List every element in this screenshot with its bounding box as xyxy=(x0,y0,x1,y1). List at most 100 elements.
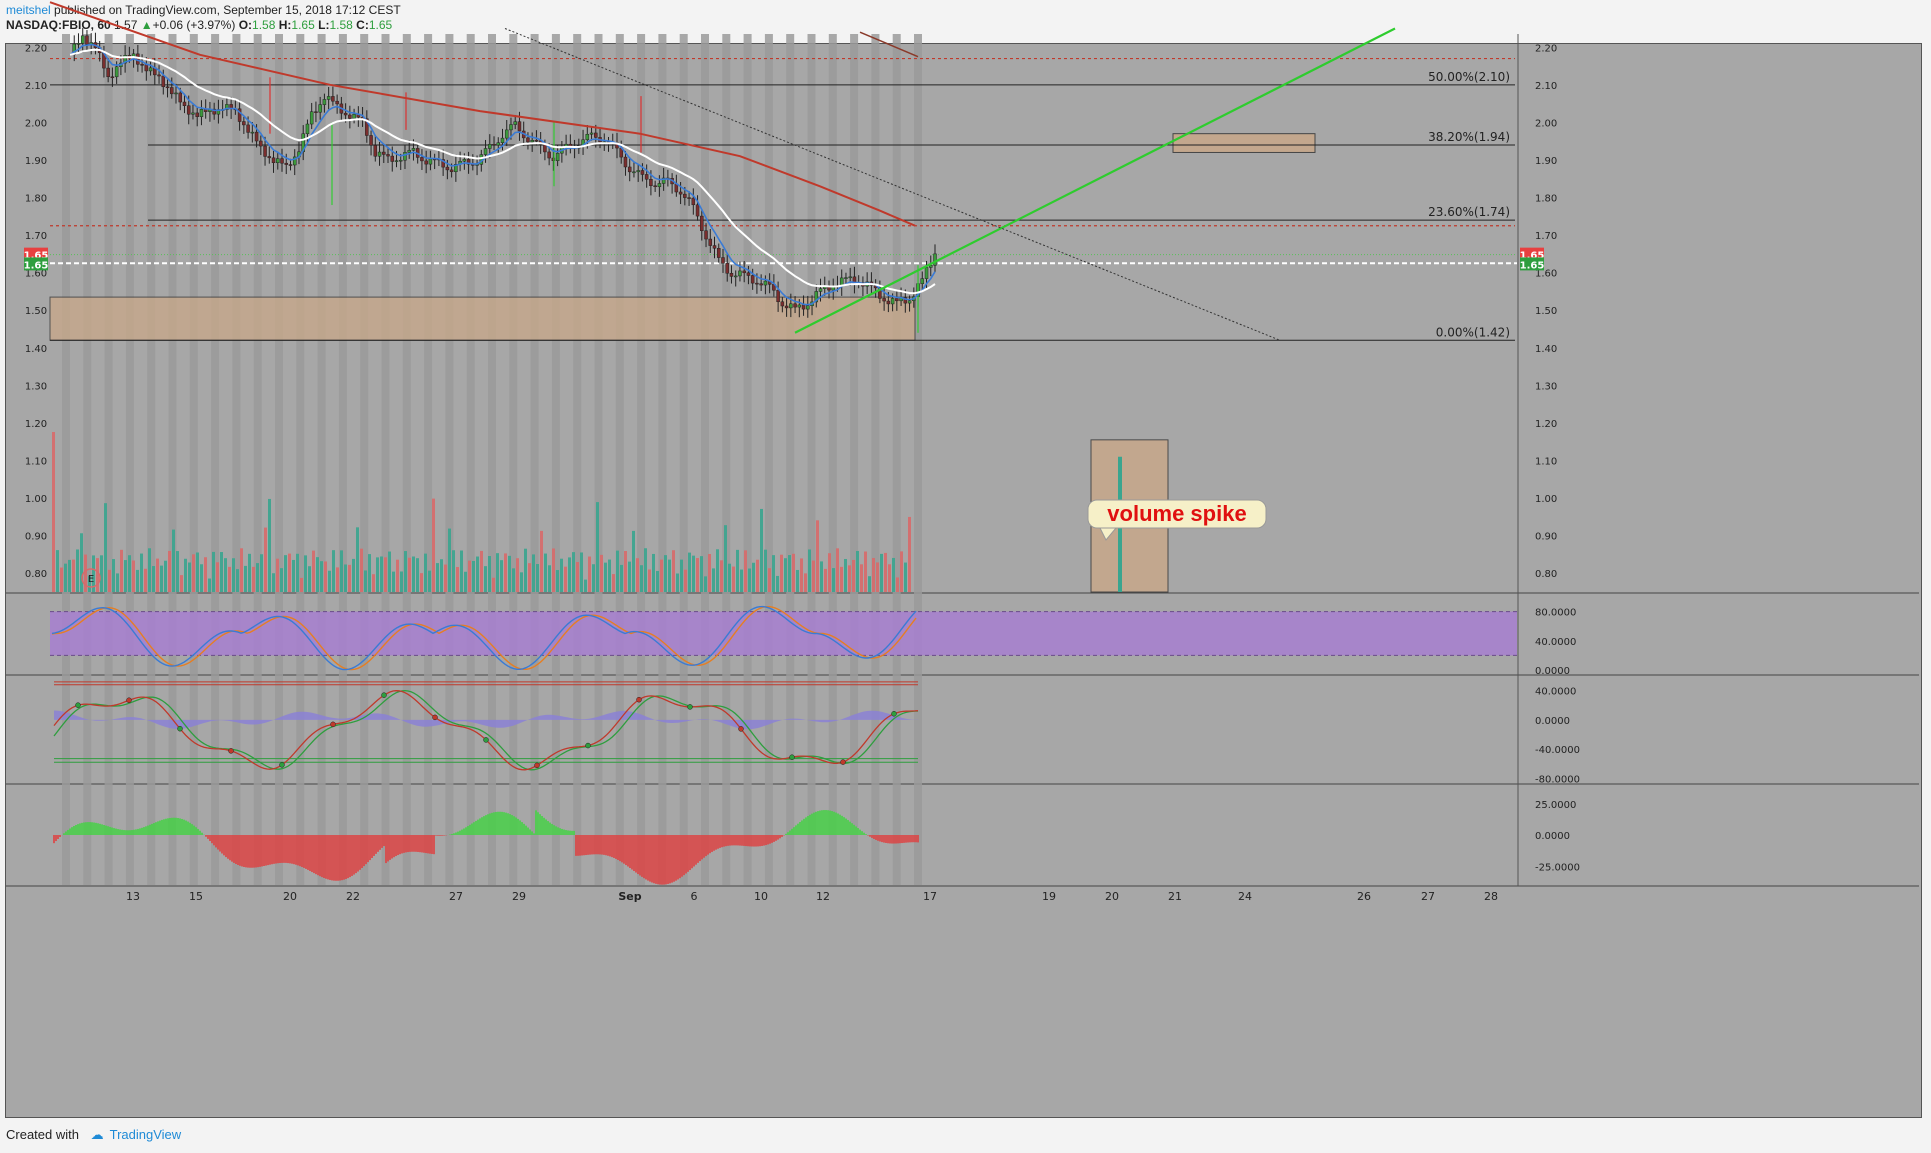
volume-bar xyxy=(332,550,335,592)
tradingview-logo-icon: ☁ xyxy=(90,1127,104,1142)
candle-body xyxy=(738,270,742,277)
candle-body xyxy=(428,158,433,165)
price-tick-right: 1.50 xyxy=(1535,306,1557,317)
volume-bar xyxy=(628,561,631,592)
volume-bar xyxy=(76,549,79,592)
osc-cross-dot xyxy=(381,692,387,698)
volume-bar xyxy=(472,560,475,592)
candle-body xyxy=(746,272,751,276)
volume-bar xyxy=(824,568,827,592)
volume-bar xyxy=(88,576,91,592)
volume-bar xyxy=(120,549,123,592)
session-band xyxy=(402,34,411,885)
session-band xyxy=(701,34,709,885)
candle-body xyxy=(212,108,216,115)
volume-bar xyxy=(500,560,503,592)
volume-bar xyxy=(504,553,507,592)
volume-bar xyxy=(700,556,703,592)
price-tick-left: 1.50 xyxy=(25,306,47,317)
candle-body xyxy=(678,191,683,195)
date-tick: 15 xyxy=(189,890,203,903)
osc-tick: 0.0000 xyxy=(1535,716,1570,727)
candle-body xyxy=(326,96,331,100)
volume-bar xyxy=(384,557,387,592)
session-band xyxy=(573,34,582,885)
candle-body xyxy=(742,270,746,274)
volume-bar xyxy=(276,558,279,592)
candle-body xyxy=(454,164,458,173)
volume-bar xyxy=(52,432,55,592)
date-tick: 19 xyxy=(1042,890,1056,903)
candle-body xyxy=(331,96,335,102)
histogram-bars xyxy=(53,810,919,885)
candle-body xyxy=(793,303,797,308)
volume-bar xyxy=(860,564,863,592)
symbol-label: NASDAQ:FBIO, 60 xyxy=(6,18,111,32)
volume-bar xyxy=(660,559,663,592)
volume-bar xyxy=(228,566,231,592)
fib-level-label: 38.20%(1.94) xyxy=(1428,130,1510,144)
author-link[interactable]: meitshel xyxy=(6,3,51,17)
volume-bar xyxy=(216,562,219,592)
price-tick-right: 1.00 xyxy=(1535,494,1557,505)
candle-body xyxy=(369,135,373,146)
volume-bar xyxy=(572,552,575,592)
price-tick-right: 1.80 xyxy=(1535,194,1557,205)
candle-body xyxy=(373,145,378,157)
volume-bar xyxy=(396,559,399,592)
volume-bar xyxy=(256,563,259,592)
volume-bar xyxy=(304,555,307,592)
candle-body xyxy=(504,129,509,139)
candle-body xyxy=(530,140,534,143)
volume-bar xyxy=(184,558,187,592)
volume-bar xyxy=(192,554,195,592)
volume-bar xyxy=(544,553,547,592)
osc-cross-dot xyxy=(636,696,642,703)
session-band xyxy=(850,34,859,885)
low-value: 1.58 xyxy=(329,18,353,32)
volume-bar xyxy=(96,558,99,592)
volume-bar xyxy=(580,552,583,592)
volume-bar xyxy=(136,569,139,592)
candle-body xyxy=(424,160,428,165)
volume-bar xyxy=(568,557,571,592)
osc-cross-dot xyxy=(585,742,591,749)
volume-bars xyxy=(52,432,911,592)
candle-body xyxy=(462,159,467,162)
candle-body xyxy=(377,151,382,157)
volume-bar xyxy=(380,556,383,592)
volume-bar xyxy=(208,578,211,592)
volume-bar xyxy=(892,557,895,592)
stoch-d-line xyxy=(51,605,917,671)
volume-bar xyxy=(640,565,643,592)
candle-body xyxy=(398,159,403,162)
price-tick-left: 1.30 xyxy=(25,381,47,392)
session-band xyxy=(424,34,433,885)
volume-bar xyxy=(816,520,819,592)
candle-body xyxy=(526,137,530,143)
osc-cross-dot xyxy=(840,759,846,765)
volume-bar xyxy=(220,552,223,592)
volume-bar xyxy=(448,528,451,592)
price-tick-right: 1.30 xyxy=(1535,381,1557,392)
green-trendline xyxy=(794,27,1396,334)
volume-bar xyxy=(188,562,191,592)
volume-bar xyxy=(388,551,391,592)
volume-bar xyxy=(724,525,727,592)
volume-bar xyxy=(576,562,579,592)
tradingview-link[interactable]: TradingView xyxy=(109,1127,182,1142)
volume-bar xyxy=(280,568,283,592)
osc-cross-dot xyxy=(432,714,438,721)
candle-body xyxy=(704,230,708,240)
volume-bar xyxy=(512,568,515,592)
candle-body xyxy=(182,101,187,106)
volume-bar xyxy=(716,549,719,592)
candle-body xyxy=(309,111,314,125)
volume-bar xyxy=(348,564,351,592)
osc-cross-dot xyxy=(75,702,81,708)
candle-body xyxy=(352,113,356,119)
volume-bar xyxy=(656,570,659,592)
candle-body xyxy=(712,245,717,249)
osc-cross-dot xyxy=(126,697,132,704)
